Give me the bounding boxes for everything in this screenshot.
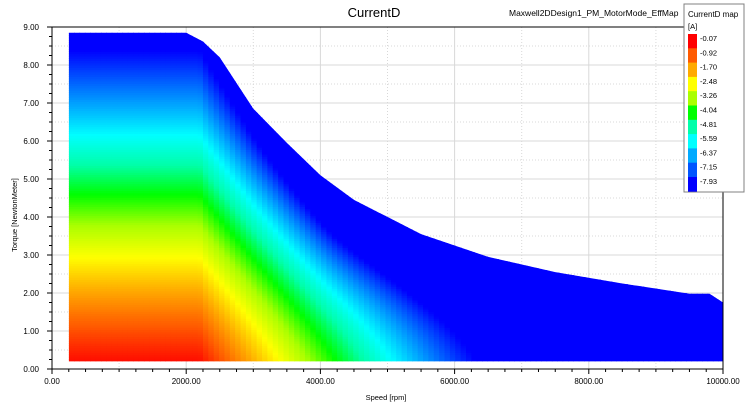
chart-svg: 0.002000.004000.006000.008000.0010000.00…	[0, 0, 749, 407]
currentd-chart: 0.002000.004000.006000.008000.0010000.00…	[0, 0, 749, 407]
